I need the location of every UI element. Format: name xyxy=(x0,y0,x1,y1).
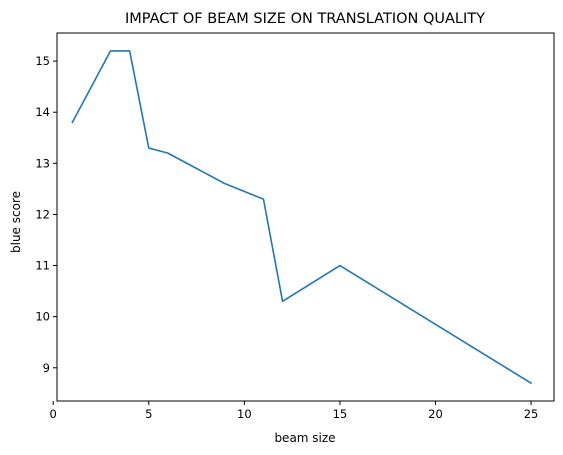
y-tick-label: 11 xyxy=(35,259,50,273)
y-tick-label: 9 xyxy=(43,361,50,375)
x-tick-label: 20 xyxy=(428,407,443,421)
y-tick-label: 12 xyxy=(35,207,50,221)
x-tick-label: 5 xyxy=(145,407,152,421)
plot-area: 0 5 10 15 20 25 9 10 11 12 13 14 15 xyxy=(35,32,555,421)
y-tick-label: 13 xyxy=(35,156,50,170)
y-tick-label: 10 xyxy=(35,310,50,324)
series-line-0 xyxy=(71,50,532,384)
x-tick-label: 25 xyxy=(524,407,539,421)
y-axis-label: blue score xyxy=(9,191,23,253)
y-tick-label: 14 xyxy=(35,105,50,119)
chart-title: IMPACT OF BEAM SIZE ON TRANSLATION QUALI… xyxy=(125,11,485,27)
x-axis-label: beam size xyxy=(274,431,335,445)
plot-frame xyxy=(56,32,555,402)
y-tick-label: 15 xyxy=(35,54,50,68)
x-tick-label: 10 xyxy=(237,407,252,421)
x-tick-label: 0 xyxy=(50,407,57,421)
x-tick-label: 15 xyxy=(333,407,348,421)
